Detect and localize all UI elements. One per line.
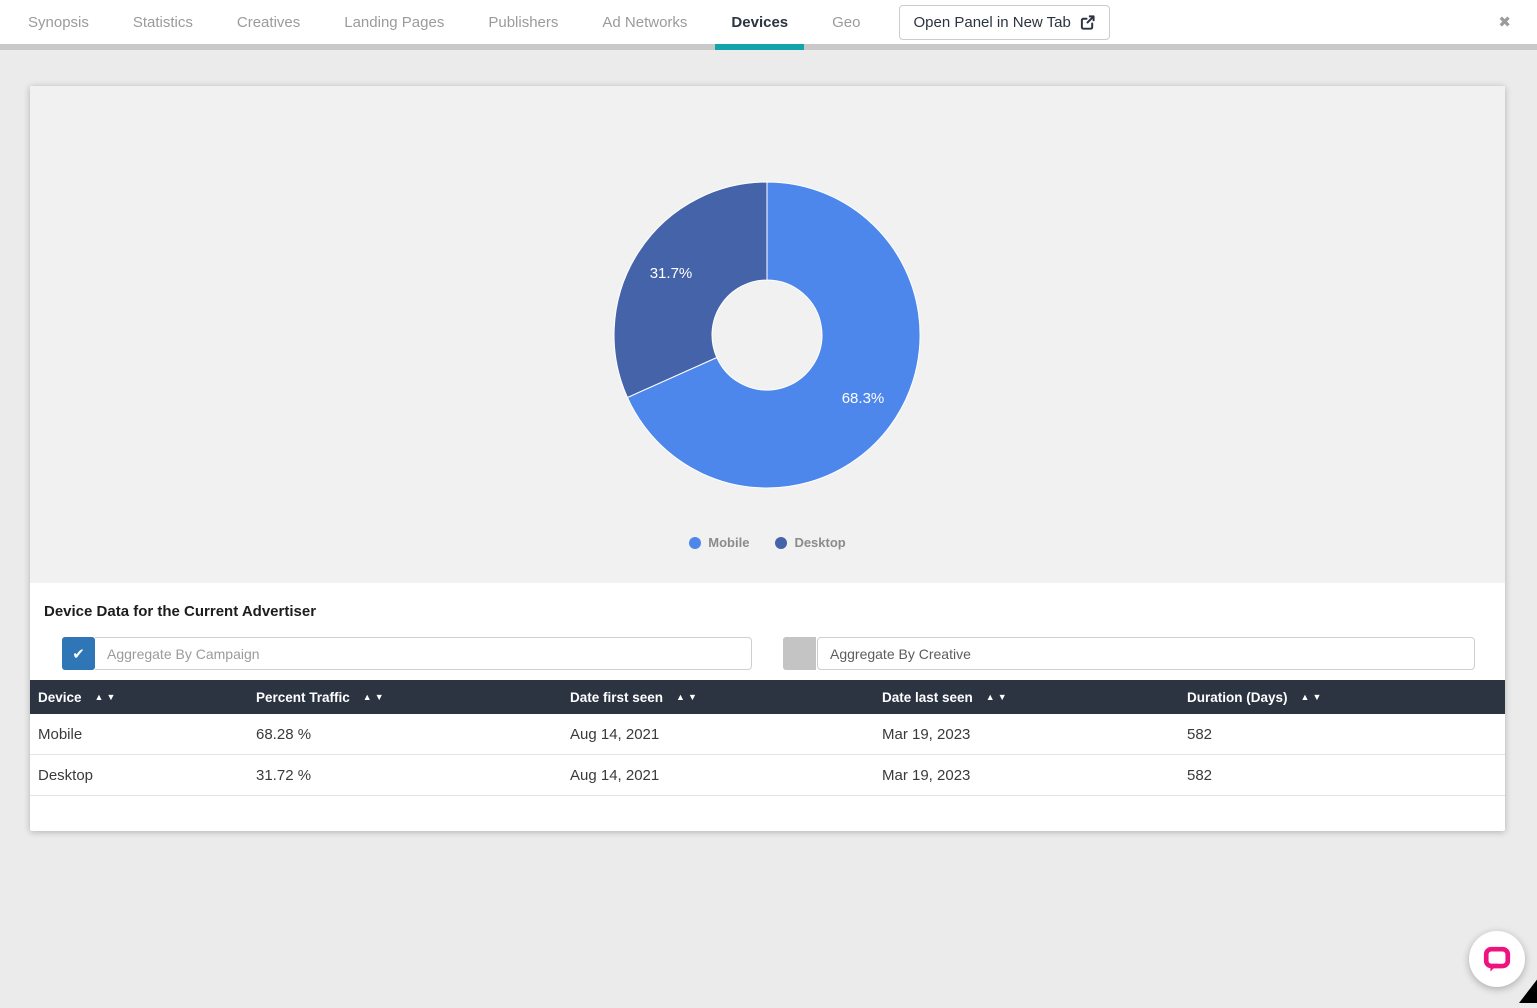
open-panel-button[interactable]: Open Panel in New Tab bbox=[899, 5, 1110, 40]
cell-device: Desktop bbox=[30, 767, 248, 784]
tab-devices[interactable]: Devices bbox=[731, 0, 788, 44]
mouse-cursor-icon bbox=[1517, 975, 1537, 1008]
cell-percent-traffic: 68.28 % bbox=[248, 726, 562, 743]
aggregate-by-campaign-group: ✔ bbox=[62, 637, 752, 670]
slice-label-desktop: 31.7% bbox=[650, 265, 693, 282]
sort-asc-icon[interactable]: ▲ bbox=[95, 692, 104, 702]
donut-chart-svg: 31.7% 68.3% bbox=[607, 175, 927, 495]
cell-date-last-seen: Mar 19, 2023 bbox=[874, 767, 1179, 784]
tab-landing-pages[interactable]: Landing Pages bbox=[344, 0, 444, 44]
aggregate-by-creative-group bbox=[783, 637, 1475, 670]
legend-item-mobile[interactable]: Mobile bbox=[689, 535, 749, 550]
external-link-icon bbox=[1080, 15, 1095, 30]
top-nav: Synopsis Statistics Creatives Landing Pa… bbox=[0, 0, 1537, 50]
cell-date-first-seen: Aug 14, 2021 bbox=[562, 767, 874, 784]
sort-desc-icon[interactable]: ▼ bbox=[106, 692, 115, 702]
aggregate-toggles: ✔ bbox=[62, 637, 1475, 670]
table-footer-spacer bbox=[30, 796, 1505, 830]
tab-creatives[interactable]: Creatives bbox=[237, 0, 300, 44]
legend-dot-desktop-icon bbox=[775, 537, 787, 549]
tab-publishers[interactable]: Publishers bbox=[488, 0, 558, 44]
sort-asc-icon[interactable]: ▲ bbox=[676, 692, 685, 702]
sort-asc-icon[interactable]: ▲ bbox=[363, 692, 372, 702]
column-header-device-label: Device bbox=[38, 690, 82, 705]
legend-item-desktop[interactable]: Desktop bbox=[775, 535, 845, 550]
legend-dot-mobile-icon bbox=[689, 537, 701, 549]
column-header-duration-days[interactable]: Duration (Days) ▲▼ bbox=[1179, 690, 1505, 705]
close-panel-icon[interactable]: ✖ bbox=[1498, 13, 1511, 31]
column-header-device[interactable]: Device ▲▼ bbox=[30, 690, 248, 705]
legend-label-desktop: Desktop bbox=[794, 535, 845, 550]
column-header-date-first-seen[interactable]: Date first seen ▲▼ bbox=[562, 690, 874, 705]
table-row-mobile[interactable]: Mobile 68.28 % Aug 14, 2021 Mar 19, 2023… bbox=[30, 714, 1505, 755]
cell-duration-days: 582 bbox=[1179, 767, 1505, 784]
table-header-row: Device ▲▼ Percent Traffic ▲▼ Date first … bbox=[30, 680, 1505, 714]
aggregate-by-creative-input[interactable] bbox=[817, 637, 1475, 670]
table-body: Mobile 68.28 % Aug 14, 2021 Mar 19, 2023… bbox=[30, 714, 1505, 796]
column-header-percent-traffic-label: Percent Traffic bbox=[256, 690, 350, 705]
pie-slice-desktop[interactable] bbox=[614, 182, 767, 398]
sort-asc-icon[interactable]: ▲ bbox=[1301, 692, 1310, 702]
column-header-percent-traffic[interactable]: Percent Traffic ▲▼ bbox=[248, 690, 562, 705]
sort-desc-icon[interactable]: ▼ bbox=[998, 692, 1007, 702]
chart-legend: Mobile Desktop bbox=[30, 535, 1505, 550]
devices-panel: 31.7% 68.3% Mobile Desktop Device Data f… bbox=[30, 86, 1505, 831]
column-header-date-last-seen[interactable]: Date last seen ▲▼ bbox=[874, 690, 1179, 705]
cell-percent-traffic: 31.72 % bbox=[248, 767, 562, 784]
check-icon: ✔ bbox=[72, 645, 85, 663]
sort-desc-icon[interactable]: ▼ bbox=[375, 692, 384, 702]
device-data-table: Device ▲▼ Percent Traffic ▲▼ Date first … bbox=[30, 680, 1505, 830]
chat-bubble-icon bbox=[1482, 944, 1512, 974]
section-heading: Device Data for the Current Advertiser bbox=[44, 603, 1505, 620]
aggregate-by-creative-checkbox[interactable] bbox=[783, 637, 816, 670]
sort-desc-icon[interactable]: ▼ bbox=[688, 692, 697, 702]
sort-desc-icon[interactable]: ▼ bbox=[1312, 692, 1321, 702]
tab-statistics[interactable]: Statistics bbox=[133, 0, 193, 44]
cell-duration-days: 582 bbox=[1179, 726, 1505, 743]
column-header-duration-days-label: Duration (Days) bbox=[1187, 690, 1288, 705]
tab-ad-networks[interactable]: Ad Networks bbox=[602, 0, 687, 44]
slice-label-mobile: 68.3% bbox=[842, 390, 885, 407]
aggregate-by-campaign-checkbox[interactable]: ✔ bbox=[62, 637, 95, 670]
cell-date-last-seen: Mar 19, 2023 bbox=[874, 726, 1179, 743]
device-share-chart: 31.7% 68.3% Mobile Desktop bbox=[30, 86, 1505, 583]
sort-asc-icon[interactable]: ▲ bbox=[986, 692, 995, 702]
aggregate-by-campaign-input[interactable] bbox=[95, 637, 752, 670]
cell-device: Mobile bbox=[30, 726, 248, 743]
open-panel-button-label: Open Panel in New Tab bbox=[914, 14, 1071, 31]
tab-synopsis[interactable]: Synopsis bbox=[28, 0, 89, 44]
table-row-desktop[interactable]: Desktop 31.72 % Aug 14, 2021 Mar 19, 202… bbox=[30, 755, 1505, 796]
tab-geo[interactable]: Geo bbox=[832, 0, 860, 44]
legend-label-mobile: Mobile bbox=[708, 535, 749, 550]
column-header-date-last-seen-label: Date last seen bbox=[882, 690, 973, 705]
column-header-date-first-seen-label: Date first seen bbox=[570, 690, 663, 705]
cell-date-first-seen: Aug 14, 2021 bbox=[562, 726, 874, 743]
